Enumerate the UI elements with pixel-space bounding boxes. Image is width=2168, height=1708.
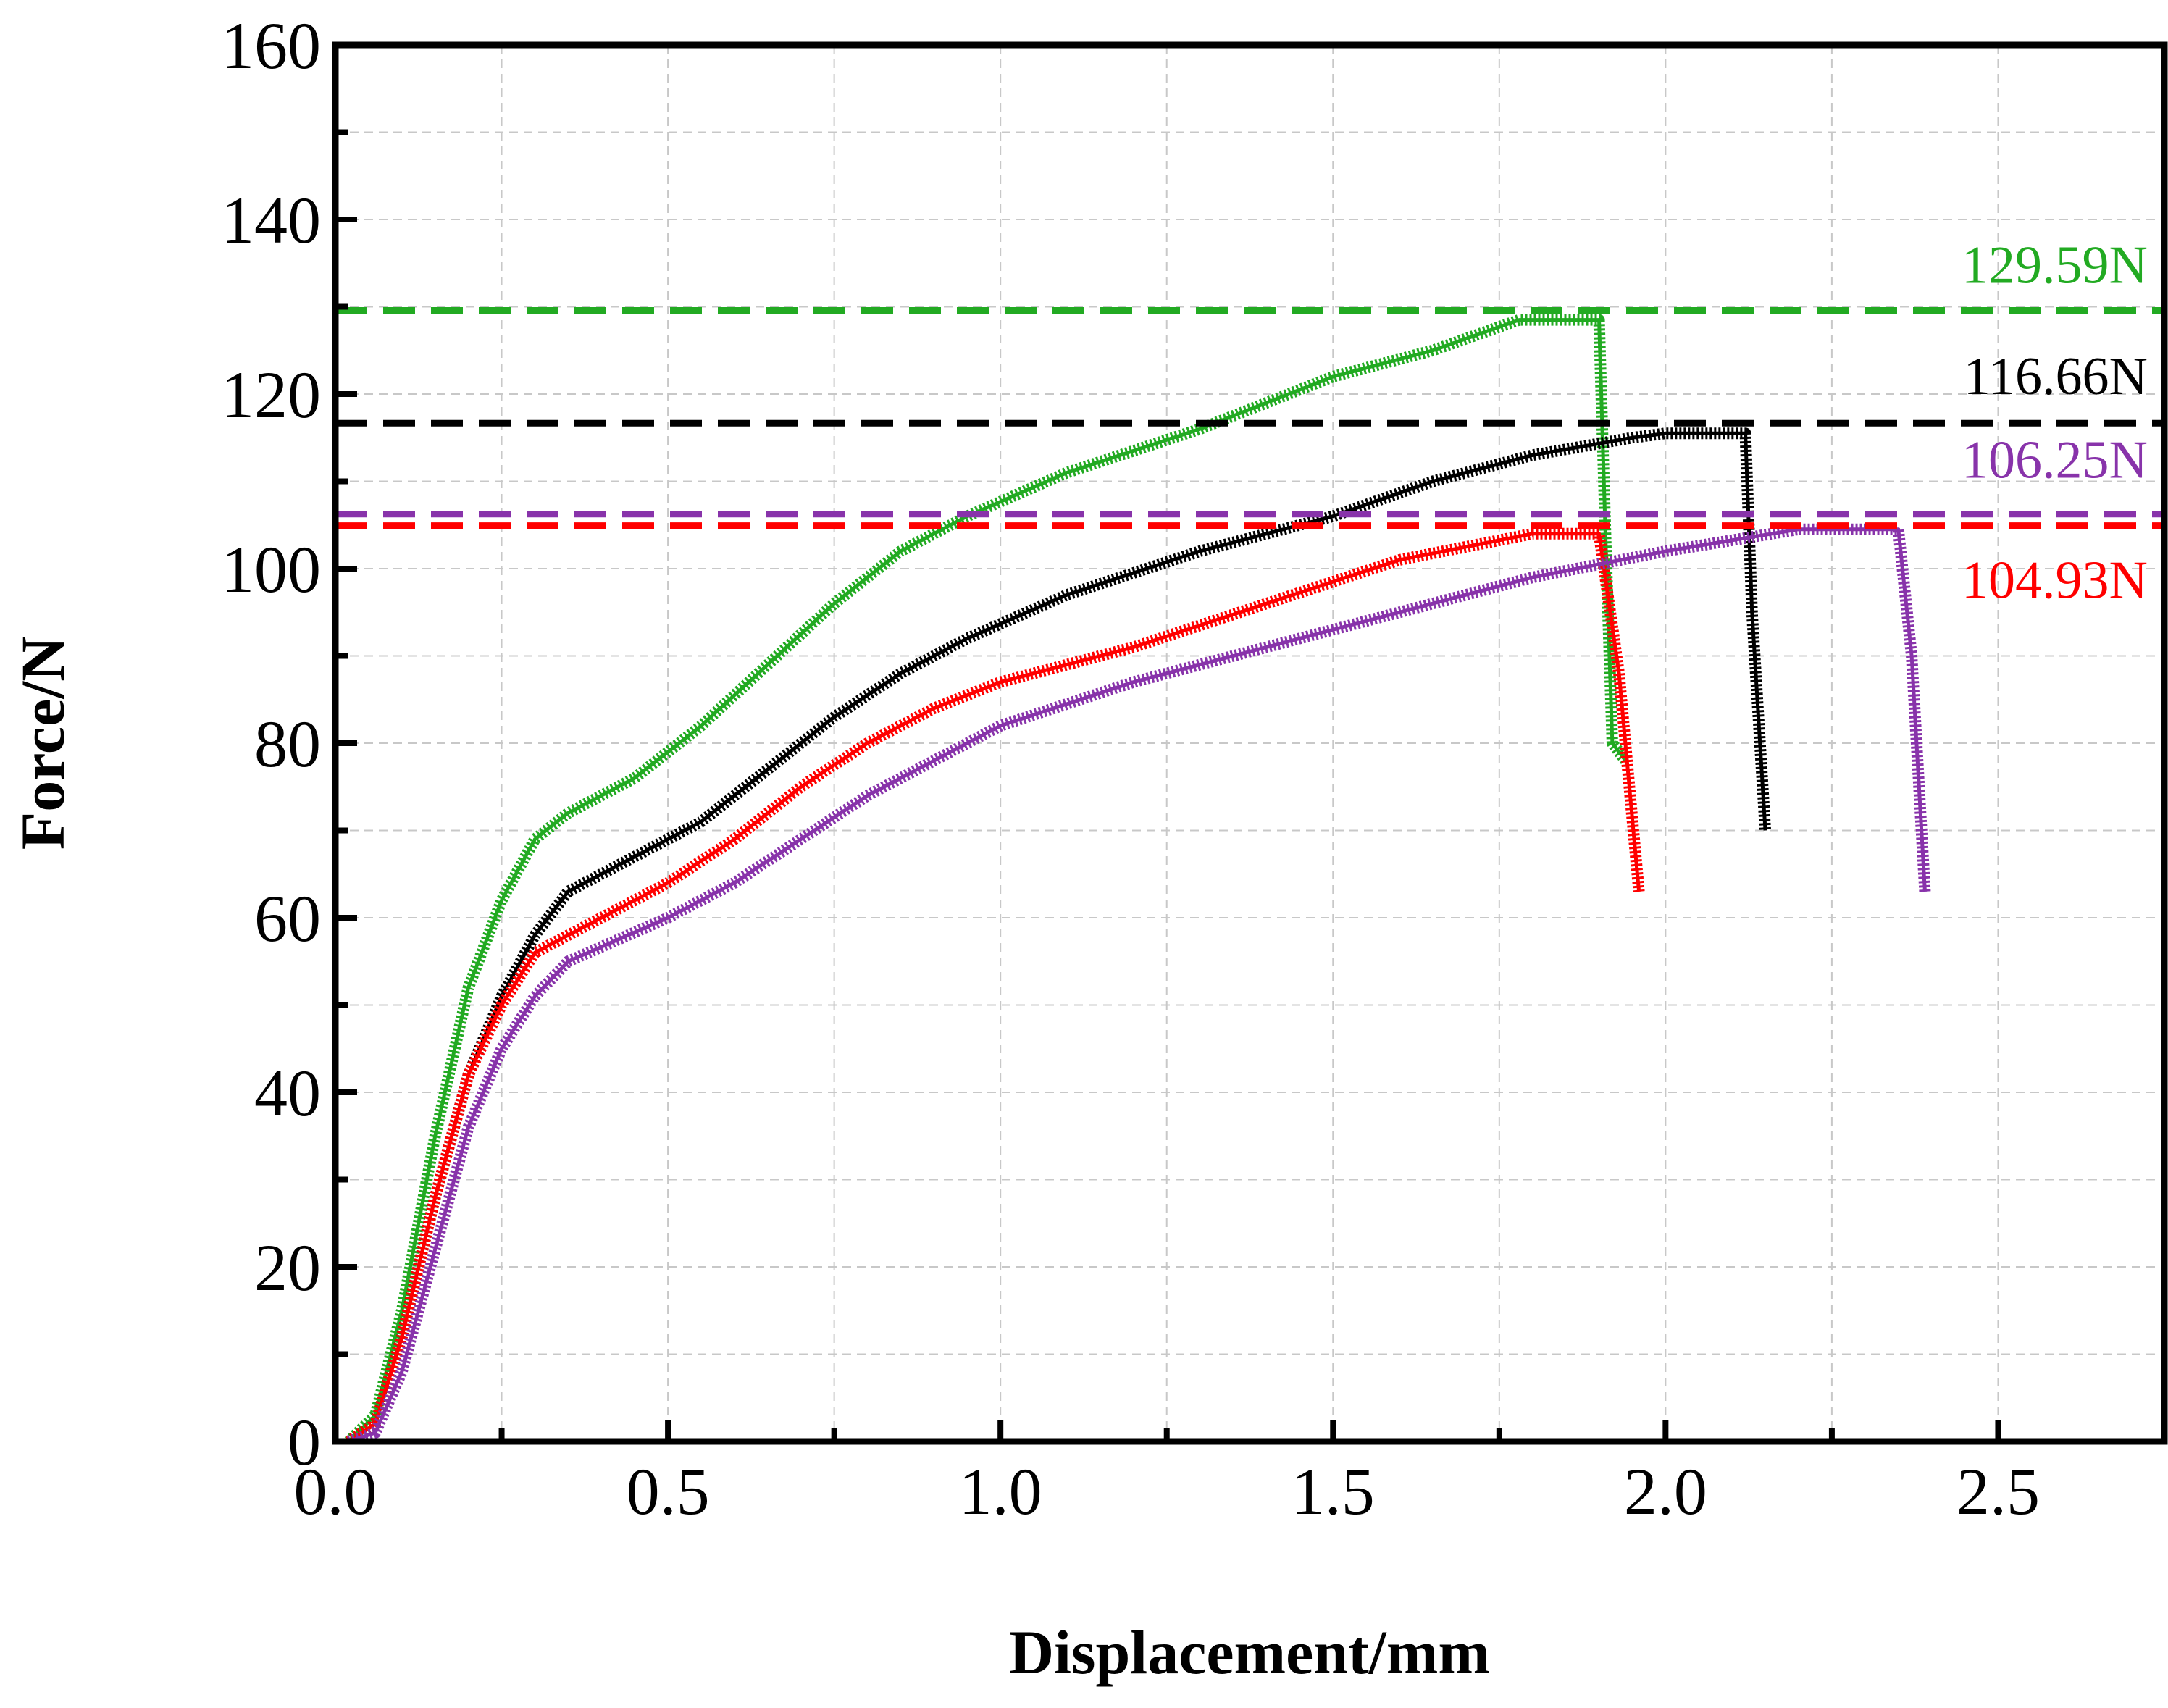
x-tick-label: 1.5 xyxy=(1292,1454,1375,1528)
series-purple-line xyxy=(346,523,1931,1441)
series-purple-core xyxy=(348,527,1927,1441)
series-green-core xyxy=(347,318,1628,1441)
y-tick-label: 60 xyxy=(254,882,321,955)
label-layer: 0.0 0.5 1.0 1.5 2.0 2.5 0 20 40 60 80 100 120 140 160 1… xyxy=(221,9,2148,1528)
grid-layer xyxy=(335,45,2164,1441)
y-tick-label: 100 xyxy=(221,532,321,606)
y-tick-label: 20 xyxy=(254,1231,321,1305)
tick-layer xyxy=(332,42,2167,1444)
x-tick-label: 0.5 xyxy=(627,1454,710,1528)
peak-label-black-peak: 116.66N xyxy=(1964,347,2148,406)
x-tick-label: 1.0 xyxy=(959,1454,1042,1528)
reference-lines-layer xyxy=(335,306,2164,529)
peak-label-red-peak: 104.93N xyxy=(1962,551,2148,611)
x-tick-label: 2.5 xyxy=(1956,1454,2040,1528)
y-tick-label: 0 xyxy=(288,1405,321,1479)
y-tick-label: 40 xyxy=(254,1056,321,1130)
y-tick-label: 120 xyxy=(221,358,321,432)
x-tick-label: 2.0 xyxy=(1624,1454,1707,1528)
x-tick-label: 0.0 xyxy=(294,1454,377,1528)
peak-label-green-peak: 129.59N xyxy=(1962,235,2148,295)
series-green-line xyxy=(344,314,1631,1441)
y-tick-label: 80 xyxy=(254,707,321,781)
peak-label-purple-peak: 106.25N xyxy=(1962,431,2148,490)
y-tick-label: 160 xyxy=(221,9,321,83)
series-red-core xyxy=(347,532,1641,1441)
series-layer xyxy=(344,314,1931,1441)
y-axis-title: Force/N xyxy=(8,637,78,850)
y-tick-label: 140 xyxy=(221,183,321,257)
x-axis-title: Displacement/mm xyxy=(1009,1617,1490,1687)
